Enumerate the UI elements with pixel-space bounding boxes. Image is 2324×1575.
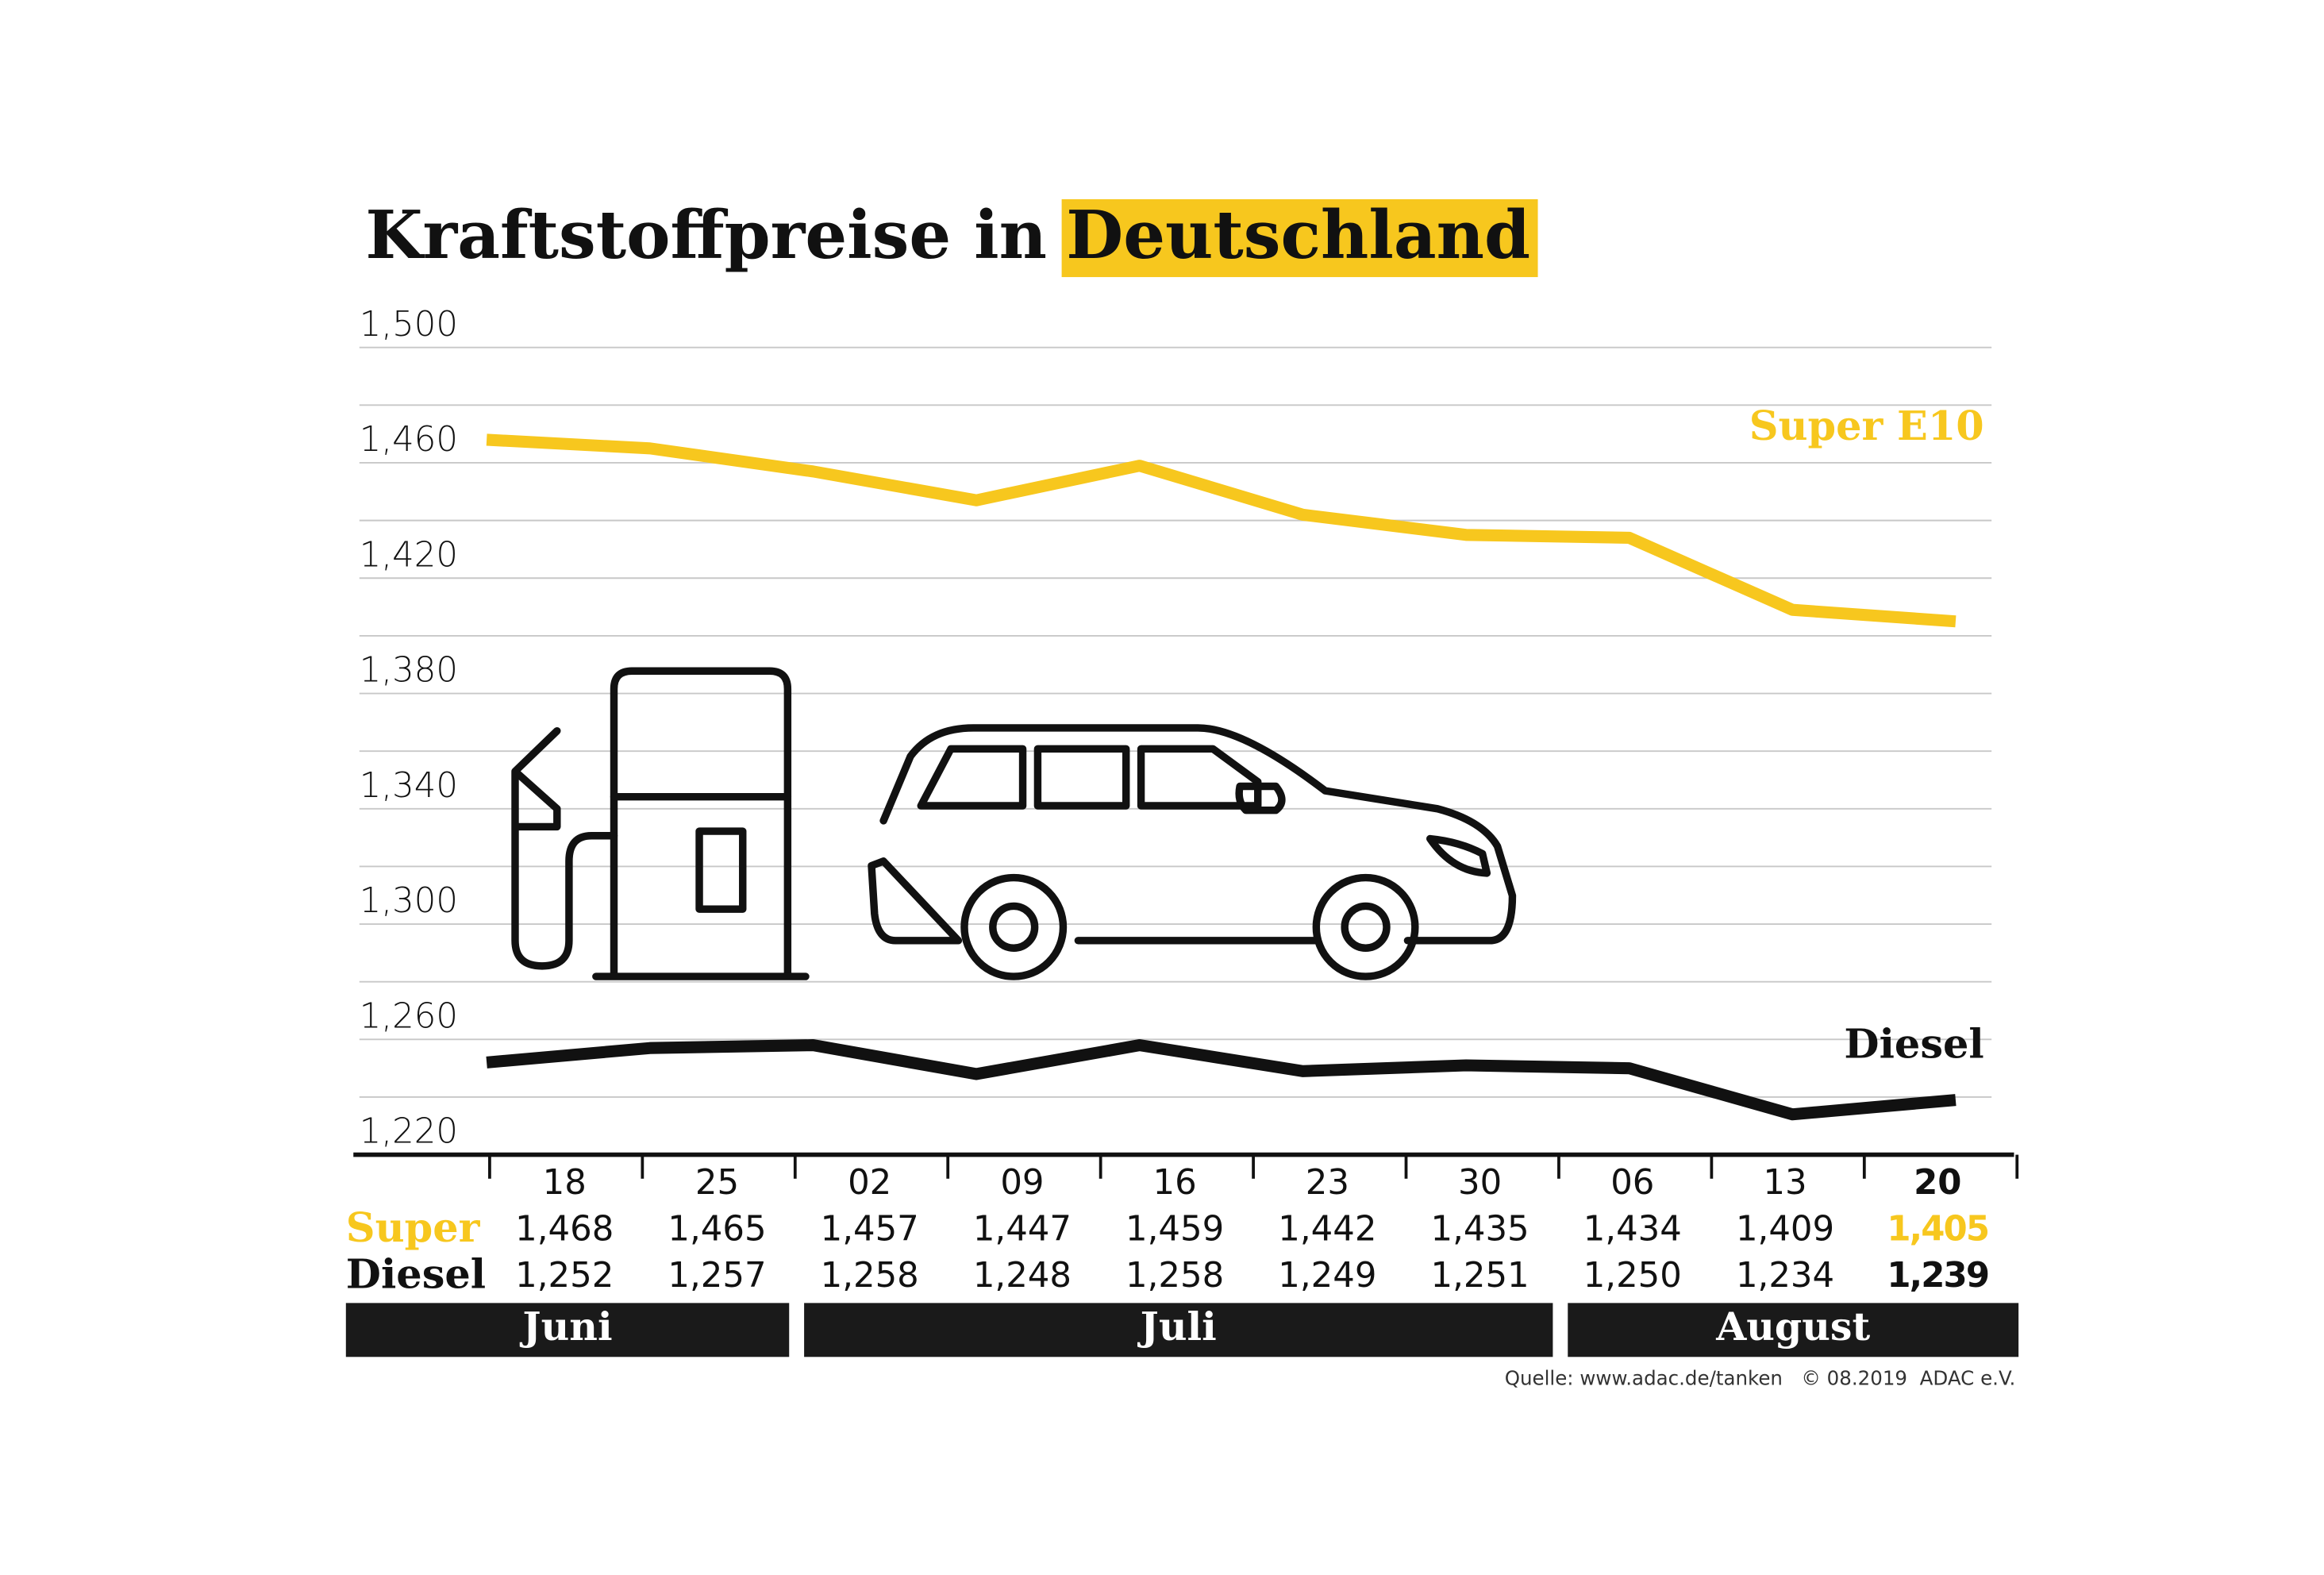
plot: Super E10 Diesel 18 25 02 09 16 23 30 06 13 20 Super… bbox=[345, 402, 2019, 1357]
table-value: 1,252 bbox=[515, 1256, 614, 1296]
y-tick-label: 1,420 bbox=[360, 535, 458, 575]
y-tick-label: 1,380 bbox=[360, 651, 458, 691]
y-tick-label: 1,220 bbox=[360, 1112, 458, 1152]
table-value: 1,447 bbox=[973, 1209, 1072, 1249]
month-label: Juni bbox=[519, 1304, 612, 1350]
table-value: 1,405 bbox=[1887, 1209, 1988, 1249]
x-tick-label: 18 bbox=[543, 1163, 587, 1203]
grid: 1,500 1,460 1,420 1,380 1,340 1,300 1,260 1,220 bbox=[353, 305, 2019, 1179]
y-tick-label: 1,500 bbox=[360, 305, 458, 345]
month-band bbox=[1568, 1303, 2019, 1357]
source: Quelle: www.adac.de/tanken © 08.2019 ADA… bbox=[1505, 1367, 2016, 1390]
table-value: 1,435 bbox=[1430, 1209, 1529, 1249]
x-tick-label: 25 bbox=[695, 1163, 739, 1203]
table-value: 1,249 bbox=[1278, 1256, 1376, 1296]
table-value: 1,251 bbox=[1430, 1256, 1529, 1296]
chart-title: Kraftstoffpreise in bbox=[365, 196, 1047, 274]
month-band bbox=[804, 1303, 1553, 1357]
title-highlight-box bbox=[1061, 198, 1538, 278]
x-tick-label: 30 bbox=[1458, 1163, 1502, 1203]
month-label: August bbox=[1715, 1304, 1870, 1350]
table-value: 1,234 bbox=[1736, 1256, 1834, 1296]
table-value: 1,442 bbox=[1278, 1209, 1376, 1249]
pump-icon bbox=[511, 667, 810, 980]
month-band bbox=[345, 1303, 790, 1357]
legend-label: Diesel bbox=[1844, 1021, 1983, 1069]
y-tick-label: 1,300 bbox=[360, 881, 458, 921]
table-value: 1,465 bbox=[668, 1209, 766, 1249]
table-value: 1,258 bbox=[1125, 1256, 1224, 1296]
x-tick-label: 16 bbox=[1153, 1163, 1197, 1203]
y-tick-label: 1,340 bbox=[360, 766, 458, 806]
month-label: Juli bbox=[1137, 1304, 1217, 1350]
y-tick-label: 1,460 bbox=[360, 420, 458, 460]
x-tick-label: 23 bbox=[1306, 1163, 1349, 1203]
table-value: 1,248 bbox=[973, 1256, 1072, 1296]
table-value: 1,457 bbox=[821, 1209, 919, 1249]
x-tick-label: 13 bbox=[1763, 1163, 1806, 1203]
series-line bbox=[486, 433, 1957, 628]
y-tick-label: 1,260 bbox=[360, 996, 458, 1036]
table-value: 1,459 bbox=[1125, 1209, 1224, 1249]
car-icon bbox=[868, 724, 1517, 980]
table-value: 1,250 bbox=[1583, 1256, 1682, 1296]
series-line bbox=[486, 1039, 1957, 1121]
table-value: 1,434 bbox=[1583, 1209, 1682, 1249]
x-tick-label: 20 bbox=[1914, 1163, 1961, 1203]
table-value: 1,409 bbox=[1736, 1209, 1834, 1249]
x-tick-label: 02 bbox=[848, 1163, 891, 1203]
table-value: 1,258 bbox=[821, 1256, 919, 1296]
table-row-label: Diesel bbox=[346, 1250, 486, 1298]
x-tick-label: 09 bbox=[1000, 1163, 1044, 1203]
x-tick-label: 06 bbox=[1610, 1163, 1654, 1203]
table-value: 1,468 bbox=[515, 1209, 614, 1249]
table-value: 1,239 bbox=[1887, 1256, 1988, 1296]
legend-label: Super E10 bbox=[1749, 402, 1984, 450]
table-row-label: Super bbox=[346, 1204, 481, 1252]
chart-title-highlight: Deutschland bbox=[1066, 196, 1530, 274]
table-value: 1,257 bbox=[668, 1256, 766, 1296]
